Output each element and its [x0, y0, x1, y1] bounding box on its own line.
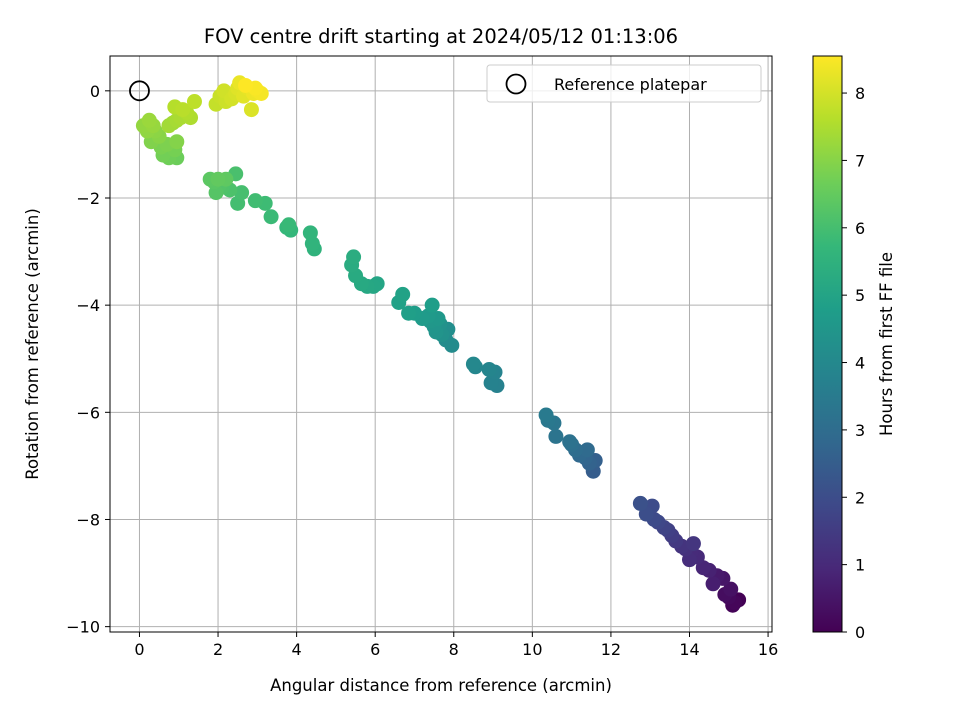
colorbar-ticks: 0 1 2 3 4 5 6 7 8 [842, 84, 865, 642]
data-point [346, 249, 362, 265]
axis-ticks: 0 2 4 6 8 10 12 14 16 0 −2 −4 −6 −8 −10 [66, 82, 778, 659]
y-tick-label: −4 [76, 296, 100, 315]
x-tick-label: 12 [601, 640, 621, 659]
legend-box [486, 64, 762, 103]
x-tick-label: 10 [522, 640, 542, 659]
y-tick-label: −8 [76, 510, 100, 529]
colorbar-tick-label: 0 [855, 623, 865, 642]
data-point [401, 305, 417, 321]
x-axis-label: Angular distance from reference (arcmin) [270, 676, 612, 695]
x-tick-label: 6 [370, 640, 380, 659]
y-axis-label: Rotation from reference (arcmin) [23, 208, 42, 480]
data-point [210, 171, 226, 187]
data-point [302, 225, 318, 241]
data-point [538, 407, 554, 423]
chart-title: FOV centre drift starting at 2024/05/12 … [204, 25, 678, 48]
data-point [579, 442, 595, 458]
data-point [234, 185, 250, 201]
data-point [281, 217, 297, 233]
y-tick-label: −10 [66, 618, 100, 637]
data-point [243, 102, 259, 118]
legend-label: Reference platepar [554, 75, 707, 94]
colorbar-tick-label: 6 [855, 219, 865, 238]
colorbar-tick-label: 7 [855, 151, 865, 170]
data-point [186, 94, 202, 110]
y-tick-label: −6 [76, 403, 100, 422]
colorbar-label: Hours from first FF file [877, 252, 896, 436]
data-point [169, 134, 185, 150]
legend-marker [505, 73, 527, 95]
data-point [424, 297, 440, 313]
y-tick-label: −2 [76, 189, 100, 208]
data-point [632, 495, 648, 511]
data-point [705, 576, 721, 592]
colorbar: 0 1 2 3 4 5 6 7 8 Hours from first FF file [812, 55, 896, 642]
colorbar-tick-label: 1 [855, 556, 865, 575]
colorbar-tick-label: 4 [855, 354, 865, 373]
colorbar-tick-label: 8 [855, 84, 865, 103]
data-point [548, 428, 564, 444]
colorbar-gradient [812, 55, 843, 633]
x-tick-label: 4 [292, 640, 302, 659]
data-point [723, 581, 739, 597]
data-point [685, 536, 701, 552]
data-point [263, 209, 279, 225]
colorbar-tick-label: 5 [855, 286, 865, 305]
x-tick-label: 0 [134, 640, 144, 659]
colorbar-tick-label: 3 [855, 421, 865, 440]
x-tick-label: 8 [449, 640, 459, 659]
data-point [247, 193, 263, 209]
reference-marker [129, 80, 150, 102]
x-tick-label: 16 [758, 640, 778, 659]
data-point [238, 77, 254, 93]
data-point [562, 434, 578, 450]
data-point [481, 361, 497, 377]
legend: Reference platepar [486, 64, 762, 103]
x-tick-label: 2 [213, 640, 223, 659]
data-point [395, 286, 411, 302]
plot-frame [109, 55, 773, 633]
y-tick-label: 0 [90, 82, 100, 101]
x-tick-label: 14 [679, 640, 699, 659]
data-point [175, 102, 191, 118]
data-points [135, 75, 747, 613]
colorbar-tick-label: 2 [855, 488, 865, 507]
data-point [141, 112, 157, 128]
data-point [465, 356, 481, 372]
